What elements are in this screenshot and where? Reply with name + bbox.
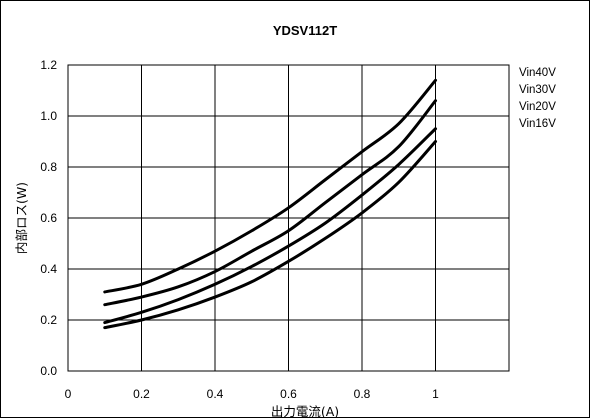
x-tick-labels: 0 0.2 0.4 0.6 0.8 1 [65,387,440,401]
plot-area [67,64,510,372]
x-tick-label: 0.2 [133,387,150,401]
legend-entry: Vin30V [519,84,556,96]
y-tick-label: 0.4 [40,262,57,276]
y-tick-labels: 0.0 0.2 0.4 0.6 0.8 1.0 1.2 [40,58,57,378]
y-axis-label: 内部ロス(W) [14,182,29,254]
legend-entry: Vin20V [519,101,556,113]
series-line-vin16v [103,140,437,330]
legend: Vin40V Vin30V Vin20V Vin16V [519,67,556,130]
y-tick-label: 1.0 [40,109,57,123]
legend-entry: Vin40V [519,67,556,79]
x-axis-label: 出力電流(A) [271,404,339,419]
series-lines [103,78,437,330]
x-tick-label: 0.6 [280,387,297,401]
x-tick-label: 0.4 [207,387,224,401]
x-tick-label: 1 [432,387,439,401]
x-tick-label: 0 [65,387,72,401]
y-tick-label: 0.6 [40,211,57,225]
y-tick-label: 0.8 [40,160,57,174]
x-tick-label: 0.8 [354,387,371,401]
legend-entry: Vin16V [519,118,556,130]
grid [67,64,509,372]
y-tick-label: 0.2 [40,313,57,327]
y-tick-label: 0.0 [40,364,57,378]
series-line-vin30v [103,99,437,307]
chart-title: YDSV112T [273,23,337,38]
series-line-vin20v [103,127,437,325]
y-tick-label: 1.2 [40,58,57,72]
series-line-vin40v [103,78,437,294]
